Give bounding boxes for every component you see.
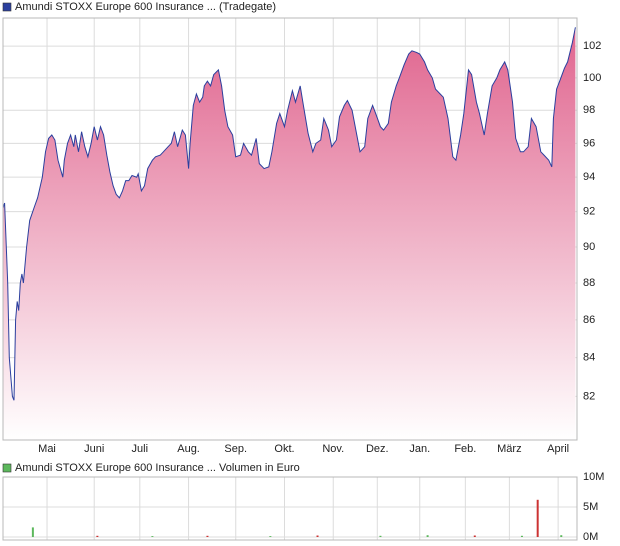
legend-label: Amundi STOXX Europe 600 Insurance ... Vo… (15, 462, 300, 474)
volume-bar (520, 535, 523, 537)
volume-bar (473, 535, 476, 537)
y-tick-label: 88 (583, 277, 595, 289)
volume-bar (31, 527, 34, 537)
volume-bar (379, 535, 382, 537)
x-tick-label: Dez. (366, 443, 389, 455)
x-tick-label: Juni (84, 443, 104, 455)
legend-label: Amundi STOXX Europe 600 Insurance ... (T… (15, 1, 276, 13)
x-tick-label: April (547, 443, 569, 455)
volume-bar (536, 499, 539, 537)
y-tick-label: 102 (583, 40, 601, 52)
y-tick-label: 92 (583, 206, 595, 218)
volume-bar (96, 535, 99, 537)
y-tick-label: 96 (583, 137, 595, 149)
volume-bar (206, 535, 209, 537)
x-tick-label: Mai (38, 443, 56, 455)
y-tick-label: 0M (583, 531, 598, 543)
y-tick-label: 86 (583, 314, 595, 326)
x-tick-label: Jan. (409, 443, 430, 455)
y-tick-label: 90 (583, 241, 595, 253)
x-tick-label: Nov. (322, 443, 344, 455)
area-fill (3, 27, 576, 441)
price-line (2, 27, 576, 401)
volume-bar (426, 535, 429, 537)
volume-bar (560, 535, 563, 537)
x-tick-label: Feb. (454, 443, 476, 455)
y-tick-label: 98 (583, 104, 595, 116)
legend-swatch (2, 463, 12, 473)
y-tick-label: 100 (583, 72, 601, 84)
y-tick-label: 84 (583, 352, 595, 364)
legend-swatch (2, 2, 12, 12)
y-tick-label: 5M (583, 501, 598, 513)
y-tick-label: 82 (583, 390, 595, 402)
volume-bar (151, 536, 154, 537)
x-tick-label: Aug. (177, 443, 200, 455)
plot-frame (2, 17, 578, 441)
x-tick-label: Okt. (274, 443, 294, 455)
y-tick-label: 10M (583, 471, 604, 483)
volume-bar (269, 536, 272, 537)
x-tick-label: Sep. (224, 443, 247, 455)
x-tick-label: März (497, 443, 521, 455)
volume-bar (316, 535, 319, 537)
y-tick-label: 94 (583, 171, 595, 183)
x-tick-label: Juli (132, 443, 149, 455)
plot-frame (2, 476, 578, 541)
